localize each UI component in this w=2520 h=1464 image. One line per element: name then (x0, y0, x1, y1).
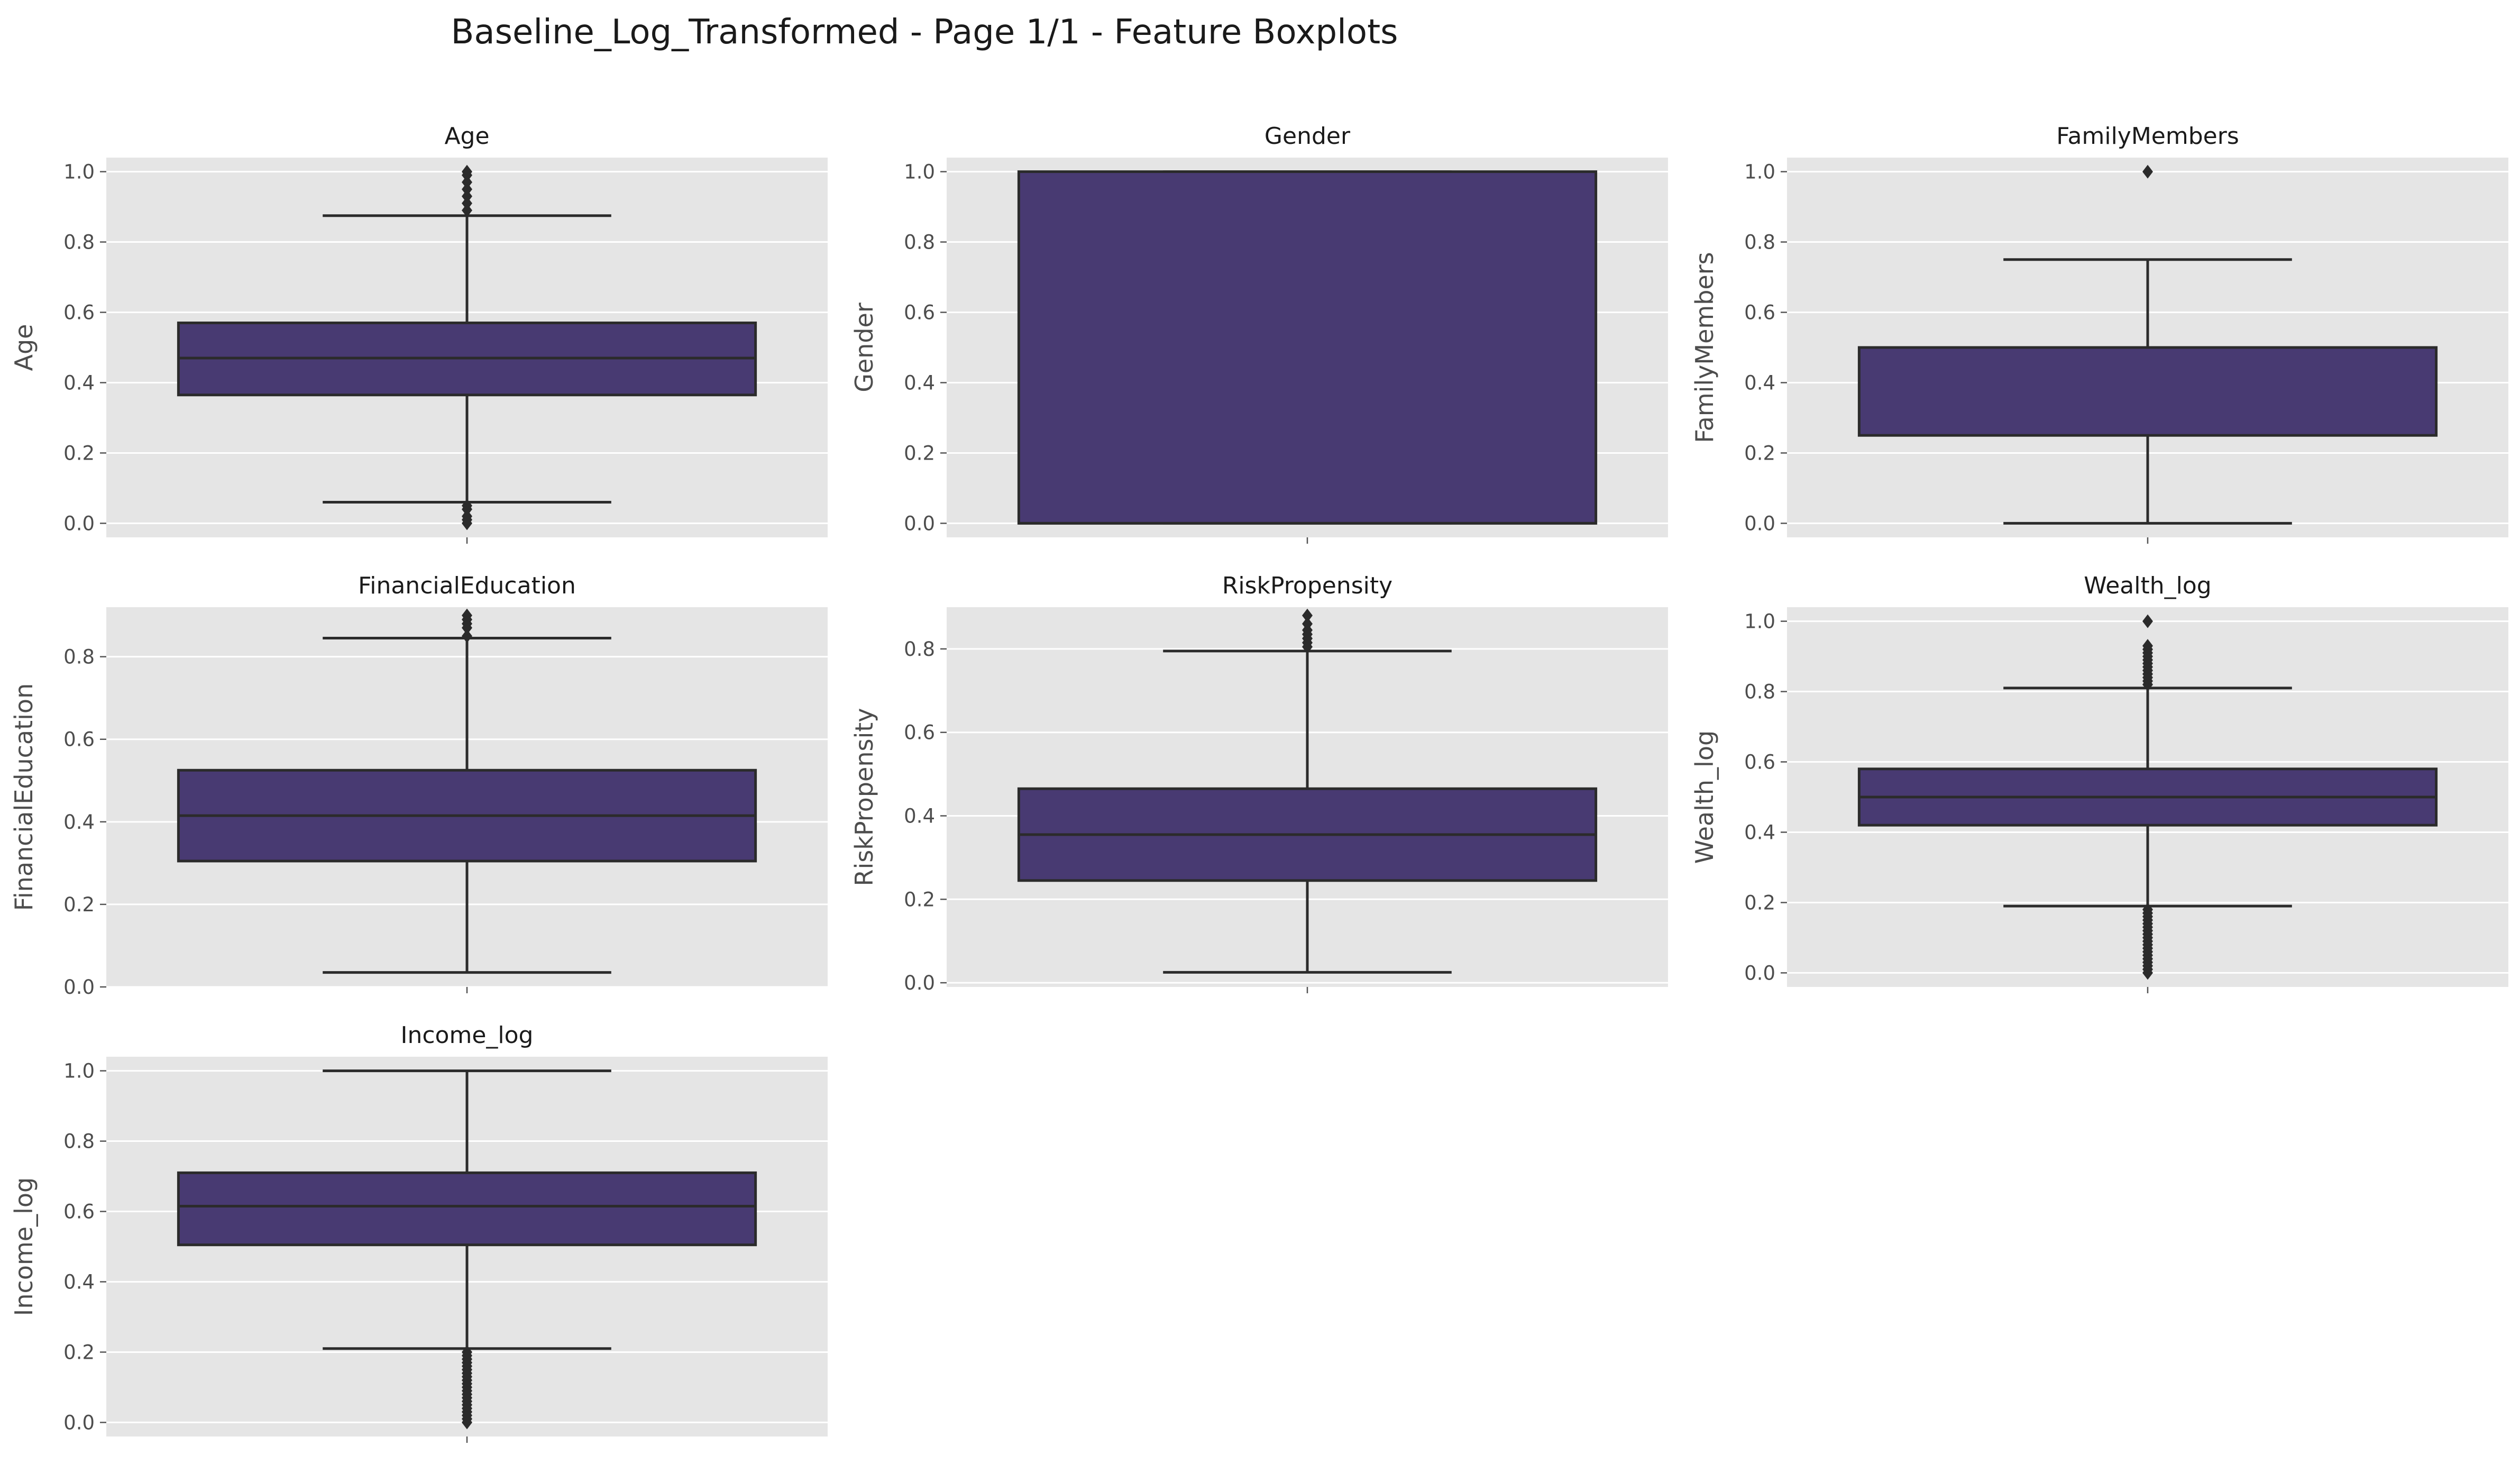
y-tick-label: 0.0 (63, 512, 95, 535)
subplot-income-log: 0.0 0.2 0.4 0.6 0.8 1.0 Income_log Income_log (10, 1022, 828, 1443)
outliers (462, 608, 472, 643)
y-tick-label: 0.2 (63, 1341, 95, 1364)
outlier-point (462, 1345, 472, 1359)
outlier-point (2142, 164, 2153, 179)
subplot-title: Income_log (401, 1022, 534, 1049)
y-axis-label: RiskPropensity (850, 708, 878, 886)
subplot-age: 0.0 0.2 0.4 0.6 0.8 1.0 Age Age (10, 123, 828, 544)
outlier-point (462, 499, 472, 513)
outlier-point (462, 608, 472, 623)
y-tick-label: 0.0 (63, 976, 95, 999)
subplot-title: FamilyMembers (2056, 123, 2239, 150)
outliers (462, 164, 472, 530)
y-tick-label: 0.0 (904, 972, 935, 994)
outlier-point (462, 182, 472, 196)
subplot-title: RiskPropensity (1222, 572, 1392, 599)
boxplot-riskpropensity (1017, 608, 1598, 974)
y-tick-label: 0.0 (63, 1411, 95, 1434)
y-tick-label: 1.0 (904, 161, 935, 184)
y-tick-label: 0.8 (63, 231, 95, 254)
subplot-title: FinancialEducation (358, 572, 576, 599)
y-tick-label: 0.0 (1744, 962, 1775, 984)
boxplot-wealth-log (1857, 614, 2438, 980)
y-tick-label: 0.6 (63, 1201, 95, 1223)
y-tick-label: 0.4 (63, 1270, 95, 1293)
subplot-familymembers: 0.0 0.2 0.4 0.6 0.8 1.0 FamilyMembers FamilyMem… (1690, 123, 2508, 544)
y-tick-label: 0.6 (904, 301, 935, 324)
outlier-point (462, 509, 472, 524)
y-tick-label: 0.4 (1744, 371, 1775, 394)
y-tick-label: 0.6 (63, 728, 95, 751)
y-tick-label: 0.4 (904, 805, 935, 828)
boxplot-age (177, 164, 757, 530)
y-tick-label: 1.0 (1744, 610, 1775, 633)
outlier-point (462, 164, 472, 179)
y-tick-label: 0.8 (1744, 681, 1775, 703)
y-tick-label: 0.6 (63, 301, 95, 324)
outlier-point (462, 203, 472, 217)
outliers (2142, 164, 2153, 179)
subplot-riskpropensity: 0.0 0.2 0.4 0.6 0.8 RiskPropensity RiskPropens… (850, 572, 1668, 994)
y-tick-label: 0.0 (904, 512, 935, 535)
y-tick-label: 0.8 (1744, 231, 1775, 254)
y-tick-label: 1.0 (63, 161, 95, 184)
outlier-point (462, 196, 472, 211)
subplot-gender: 0.0 0.2 0.4 0.6 0.8 1.0 Gender Gender (850, 123, 1668, 544)
outlier-point (1302, 608, 1313, 623)
outlier-point (462, 189, 472, 204)
outlier-point (462, 175, 472, 189)
subplots: 0.0 0.2 0.4 0.6 0.8 1.0 Age Age 0.0 0.2 0.4 0.6 0.8 1… (10, 123, 2508, 1443)
y-axis-label: Income_log (10, 1177, 38, 1316)
outlier-point (2142, 614, 2153, 628)
y-tick-label: 0.4 (63, 371, 95, 394)
y-tick-label: 0.2 (904, 888, 935, 911)
figure-title: Baseline_Log_Transformed - Page 1/1 - Fe… (451, 13, 1398, 52)
outliers (462, 1345, 472, 1430)
y-tick-label: 0.2 (63, 442, 95, 464)
subplot-wealth-log: 0.0 0.2 0.4 0.6 0.8 1.0 Wealth_log Wealth_log (1690, 572, 2508, 993)
y-axis-label: Wealth_log (1690, 730, 1719, 864)
boxplot-gender (1017, 170, 1598, 525)
outlier-point (2142, 639, 2153, 653)
boxplot-financialeducation (177, 608, 757, 974)
y-tick-label: 0.6 (1744, 301, 1775, 324)
subplot-title: Gender (1264, 123, 1351, 150)
boxplot-familymembers (1857, 164, 2438, 525)
y-tick-label: 0.6 (1744, 751, 1775, 774)
y-tick-label: 0.2 (904, 442, 935, 464)
boxplot-income-log (177, 1069, 757, 1430)
subplot-title: Wealth_log (2084, 572, 2211, 599)
outlier-point (462, 629, 472, 643)
y-tick-label: 0.4 (904, 371, 935, 394)
y-tick-label: 1.0 (1744, 161, 1775, 184)
y-tick-label: 0.8 (63, 646, 95, 669)
y-tick-label: 0.8 (904, 638, 935, 661)
iqr-box (177, 1171, 757, 1247)
y-tick-label: 0.2 (1744, 891, 1775, 914)
outlier-point (2142, 902, 2153, 917)
iqr-box (1017, 170, 1598, 525)
y-tick-label: 1.0 (63, 1060, 95, 1083)
y-axis-label: Age (10, 324, 38, 371)
subplot-financialeducation: 0.0 0.2 0.4 0.6 0.8 FinancialEducation Financi… (10, 572, 828, 999)
iqr-box (1857, 346, 2438, 437)
y-tick-label: 0.4 (63, 811, 95, 834)
subplot-title: Age (444, 123, 489, 150)
y-tick-label: 0.2 (1744, 442, 1775, 464)
y-tick-label: 0.0 (1744, 512, 1775, 535)
y-tick-label: 0.6 (904, 721, 935, 744)
y-tick-label: 0.4 (1744, 821, 1775, 844)
outliers (2142, 614, 2153, 980)
outlier-point (1302, 617, 1313, 631)
y-tick-label: 0.2 (63, 893, 95, 916)
y-axis-label: FamilyMembers (1690, 252, 1719, 443)
y-tick-label: 0.8 (63, 1130, 95, 1153)
y-axis-label: Gender (850, 303, 878, 392)
outliers (1302, 608, 1313, 654)
y-tick-label: 0.8 (904, 231, 935, 254)
y-axis-label: FinancialEducation (10, 683, 38, 911)
